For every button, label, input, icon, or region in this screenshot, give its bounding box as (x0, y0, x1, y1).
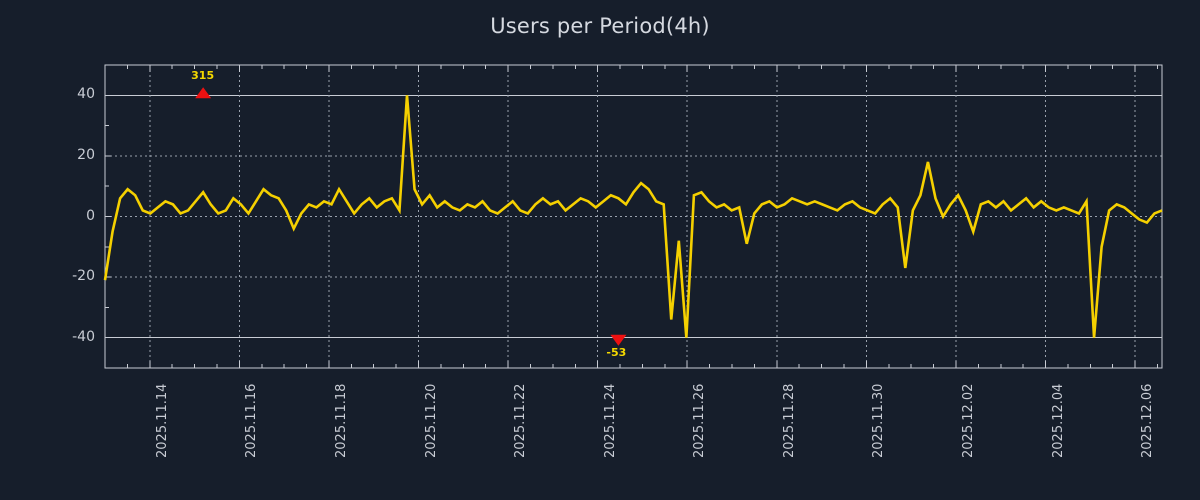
axis-ticks (104, 64, 1159, 369)
x-axis-tick-label: 2025.11.30 (871, 383, 887, 458)
annotation-markers (195, 87, 627, 346)
y-axis-tick-label: 20 (77, 146, 95, 163)
y-axis-tick-label: -20 (72, 268, 95, 285)
max-value-label: 315 (191, 69, 215, 83)
y-axis-tick-label: 40 (77, 86, 95, 103)
x-axis-tick-label: 2025.11.16 (244, 383, 260, 458)
data-series-line (103, 95, 1163, 338)
x-axis-tick-label: 2025.11.22 (513, 383, 529, 458)
x-axis-tick-label: 2025.11.24 (602, 383, 618, 458)
x-axis-tick-label: 2025.11.28 (781, 383, 797, 458)
min-marker-triangle-down-icon (610, 334, 627, 346)
gridlines (105, 65, 1162, 368)
x-axis-tick-label: 2025.11.18 (333, 383, 349, 458)
min-value-label: -53 (606, 345, 627, 359)
plot-frame (104, 64, 1163, 369)
max-marker-triangle-up-icon (195, 87, 212, 99)
plot-border (104, 64, 1163, 369)
chart-title: Users per Period(4h) (490, 14, 710, 38)
y-axis-tick-label: 0 (86, 207, 95, 224)
x-axis-tick-label: 2025.11.20 (423, 383, 439, 458)
x-axis-tick-label: 2025.11.26 (692, 383, 708, 458)
x-axis-tick-label: 2025.12.06 (1140, 383, 1156, 458)
y-axis-tick-label: -40 (72, 328, 95, 345)
x-axis-tick-label: 2025.11.14 (154, 383, 170, 458)
x-axis-tick-label: 2025.12.02 (960, 383, 976, 458)
series-line (103, 95, 1163, 338)
x-axis-tick-label: 2025.12.04 (1050, 383, 1066, 458)
